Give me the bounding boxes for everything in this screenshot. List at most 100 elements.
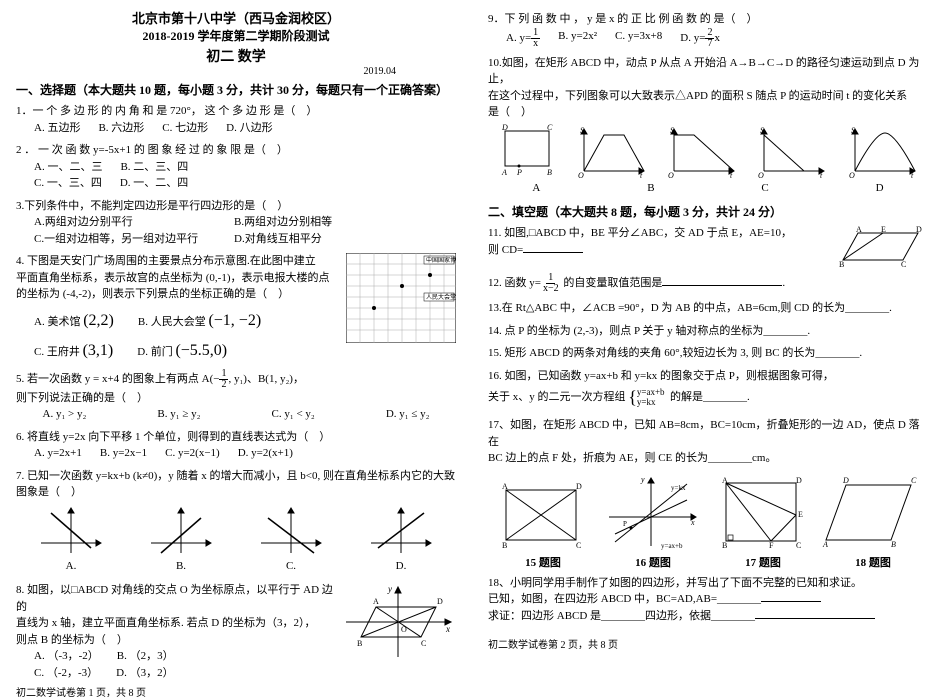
- q18-b: 已知，如图，在四边形 ABCD 中，BC=AD,AB=________: [488, 591, 928, 608]
- q4-stem-b: 平面直角坐标系，表示故宫的点坐标为 (0,-1)，表示电报大楼的点: [16, 270, 338, 287]
- q8-stem-a: 8. 如图，以□ABCD 对角线的交点 O 为坐标原点，以平行于 AD 边的: [16, 582, 333, 615]
- svg-text:S: S: [670, 126, 674, 135]
- page-1: 北京市第十八中学（西马金润校区） 2018-2019 学年度第二学期阶段测试 初…: [0, 0, 472, 655]
- svg-text:D: D: [576, 482, 582, 491]
- section-2-title: 二、填空题（本大题共 8 题，每小题 3 分，共计 24 分）: [488, 203, 928, 220]
- q18-c: 求证：四边形 ABCD 是________四边形，依据________: [488, 608, 928, 625]
- q17-b: BC 边上的点 F 处，折痕为 AE，则 CE 的长为________cm。: [488, 450, 928, 467]
- q10-figs: APBCD SOt SOt SOt SOt: [488, 123, 928, 178]
- svg-text:O: O: [758, 171, 764, 178]
- q4-opt-d: D. 前门 (−5.5,0): [137, 339, 227, 363]
- q4-map-grid: 中国国家博物馆 人民大会堂: [346, 253, 456, 343]
- q11-b: 则 CD=: [488, 242, 820, 259]
- q6-opt-c: C. y=2(x−1): [165, 445, 220, 462]
- q12: 12. 函数 y=1x−2 的自变量取值范围是.: [488, 273, 928, 294]
- svg-text:S: S: [580, 126, 584, 135]
- svg-text:C: C: [576, 541, 581, 550]
- svg-text:O: O: [578, 171, 584, 178]
- q14: 14. 点 P 的坐标为 (2,-3)，则点 P 关于 y 轴对称点的坐标为__…: [488, 323, 928, 340]
- q17: 17、如图，在矩形 ABCD 中，已知 AB=8cm，BC=10cm，折叠矩形的…: [488, 417, 928, 467]
- q8-text: 8. 如图，以□ABCD 对角线的交点 O 为坐标原点，以平行于 AD 边的 直…: [16, 582, 333, 681]
- q1-opt-d: D. 八边形: [226, 120, 272, 137]
- q9-stem: 9．下 列 函 数 中 ， y 是 x 的 正 比 例 函 数 的 是（ ）: [488, 11, 928, 28]
- q4-opt-b: B. 人民大会堂 (−1, −2): [138, 309, 261, 333]
- q9-opt-a: A. y=1x: [506, 28, 540, 49]
- q6-opt-a: A. y=2x+1: [34, 445, 82, 462]
- q13: 13.在 Rt△ABC 中，∠ACB =90°，D 为 AB 的中点，AB=6c…: [488, 300, 928, 317]
- svg-text:人民大会堂: 人民大会堂: [426, 293, 456, 301]
- q1: 1．一 个 多 边 形 的 内 角 和 是 720°， 这 个 多 边 形 是（…: [16, 103, 456, 136]
- q1-opt-b: B. 六边形: [98, 120, 144, 137]
- q10: 10.如图，在矩形 ABCD 中，动点 P 从点 A 开始沿 A→B→C→D 的…: [488, 55, 928, 197]
- figs-15-18: AD BC P x y y=kx y=ax+b AD BFC E: [488, 472, 928, 550]
- q5-opt-d: D. y₁ ≤ y₂: [386, 406, 430, 423]
- q8-stem-c: 则点 B 的坐标为（ ）: [16, 632, 333, 649]
- q3-opt-b: B.两组对边分别相等: [234, 214, 332, 231]
- exam-header: 北京市第十八中学（西马金润校区） 2018-2019 学年度第二学期阶段测试 初…: [16, 8, 456, 66]
- svg-text:B: B: [891, 540, 896, 549]
- q5-opt-c: C. y₁ < y₂: [272, 406, 315, 423]
- svg-text:A: A: [502, 482, 508, 491]
- q2-stem: 2 ． 一 次 函 数 y=-5x+1 的 图 象 经 过 的 象 限 是（ ）: [16, 142, 456, 159]
- svg-text:S: S: [760, 126, 764, 135]
- q3-stem: 3.下列条件中，不能判定四边形是平行四边形的是（ ）: [16, 198, 456, 215]
- school-name: 北京市第十八中学（西马金润校区）: [16, 8, 456, 27]
- q7-figs: A. B. C. D.: [16, 503, 456, 575]
- q6-stem: 6. 将直线 y=2x 向下平移 1 个单位，则得到的直线表达式为（ ）: [16, 429, 456, 446]
- svg-text:C: C: [421, 639, 426, 648]
- svg-text:E: E: [798, 510, 803, 519]
- page-2: 9．下 列 函 数 中 ， y 是 x 的 正 比 例 函 数 的 是（ ） A…: [472, 0, 944, 655]
- q11-figure: A E D B C: [828, 225, 928, 267]
- svg-text:B: B: [839, 260, 844, 267]
- q8-figure: x y B C A D O: [341, 582, 456, 662]
- svg-text:S: S: [851, 126, 855, 135]
- q5-stem2: 则下列说法正确的是（ ）: [16, 390, 456, 407]
- svg-text:A: A: [822, 540, 828, 549]
- q1-opt-a: A. 五边形: [34, 120, 80, 137]
- q1-stem: 1．一 个 多 边 形 的 内 角 和 是 720°， 这 个 多 边 形 是（…: [16, 103, 456, 120]
- q5-stem: 5. 若一次函数 y = x+4 的图象上有两点 A(−12, y₁)、B(1,…: [16, 369, 456, 390]
- svg-text:B: B: [547, 168, 552, 177]
- q11-a: 11. 如图,□ABCD 中，BE 平分∠ABC，交 AD 于点 E，AE=10…: [488, 225, 820, 242]
- svg-text:P: P: [623, 520, 627, 528]
- q4-stem-a: 4. 下图是天安门广场周围的主要景点分布示意图.在此图中建立: [16, 253, 338, 270]
- q10-stem-c: 是（ ）: [488, 104, 928, 121]
- svg-text:C: C: [911, 476, 917, 485]
- q4-opt-c: C. 王府井 (3,1): [34, 339, 113, 363]
- q7-stem: 7. 已知一次函数 y=kx+b (k≠0)，y 随着 x 的增大而减小，且 b…: [16, 468, 456, 501]
- section-1-title: 一、选择题（本大题共 10 题，每小题 3 分，共计 30 分，每题只有一个正确…: [16, 81, 456, 98]
- svg-text:y=kx: y=kx: [671, 484, 686, 492]
- q2-opt-d: D. 一、二、四: [120, 175, 188, 192]
- svg-text:O: O: [849, 171, 855, 178]
- svg-text:A: A: [501, 168, 507, 177]
- q4: 4. 下图是天安门广场周围的主要景点分布示意图.在此图中建立 平面直角坐标系，表…: [16, 253, 456, 363]
- svg-text:y: y: [640, 475, 645, 484]
- q5: 5. 若一次函数 y = x+4 的图象上有两点 A(−12, y₁)、B(1,…: [16, 369, 456, 423]
- q3-opt-d: D.对角线互相平分: [234, 231, 322, 248]
- svg-text:x: x: [445, 624, 450, 634]
- svg-text:x: x: [690, 518, 695, 527]
- q18: 18、小明同学用手制作了如图的四边形，并写出了下面不完整的已知和求证。 已知，如…: [488, 575, 928, 625]
- q4-stem-c: 的坐标为 (-4,-2)，则表示下列景点的坐标正确的是（ ）: [16, 286, 338, 303]
- q18-a: 18、小明同学用手制作了如图的四边形，并写出了下面不完整的已知和求证。: [488, 575, 928, 592]
- subject-line: 初二 数学: [16, 46, 456, 66]
- q17-a: 17、如图，在矩形 ABCD 中，已知 AB=8cm，BC=10cm，折叠矩形的…: [488, 417, 928, 450]
- q9-opt-c: C. y=3x+8: [615, 28, 662, 49]
- svg-text:C: C: [901, 260, 906, 267]
- svg-text:D: D: [796, 476, 802, 485]
- q15: 15. 矩形 ABCD 的两条对角线的夹角 60°,较短边长为 3, 则 BC …: [488, 345, 928, 362]
- q11: 11. 如图,□ABCD 中，BE 平分∠ABC，交 AD 于点 E，AE=10…: [488, 225, 928, 267]
- svg-text:D: D: [842, 476, 849, 485]
- svg-text:P: P: [516, 168, 522, 177]
- q2: 2 ． 一 次 函 数 y=-5x+1 的 图 象 经 过 的 象 限 是（ ）…: [16, 142, 456, 192]
- svg-text:C: C: [796, 541, 801, 550]
- svg-text:D: D: [916, 225, 922, 234]
- svg-text:E: E: [881, 225, 886, 234]
- svg-text:A: A: [722, 476, 728, 485]
- svg-text:A: A: [373, 597, 379, 606]
- svg-text:中国国家博物馆: 中国国家博物馆: [426, 256, 456, 264]
- svg-text:A: A: [856, 225, 862, 234]
- q7: 7. 已知一次函数 y=kx+b (k≠0)，y 随着 x 的增大而减小，且 b…: [16, 468, 456, 577]
- q4-text: 4. 下图是天安门广场周围的主要景点分布示意图.在此图中建立 平面直角坐标系，表…: [16, 253, 338, 363]
- q9-opt-b: B. y=2x²: [558, 28, 597, 49]
